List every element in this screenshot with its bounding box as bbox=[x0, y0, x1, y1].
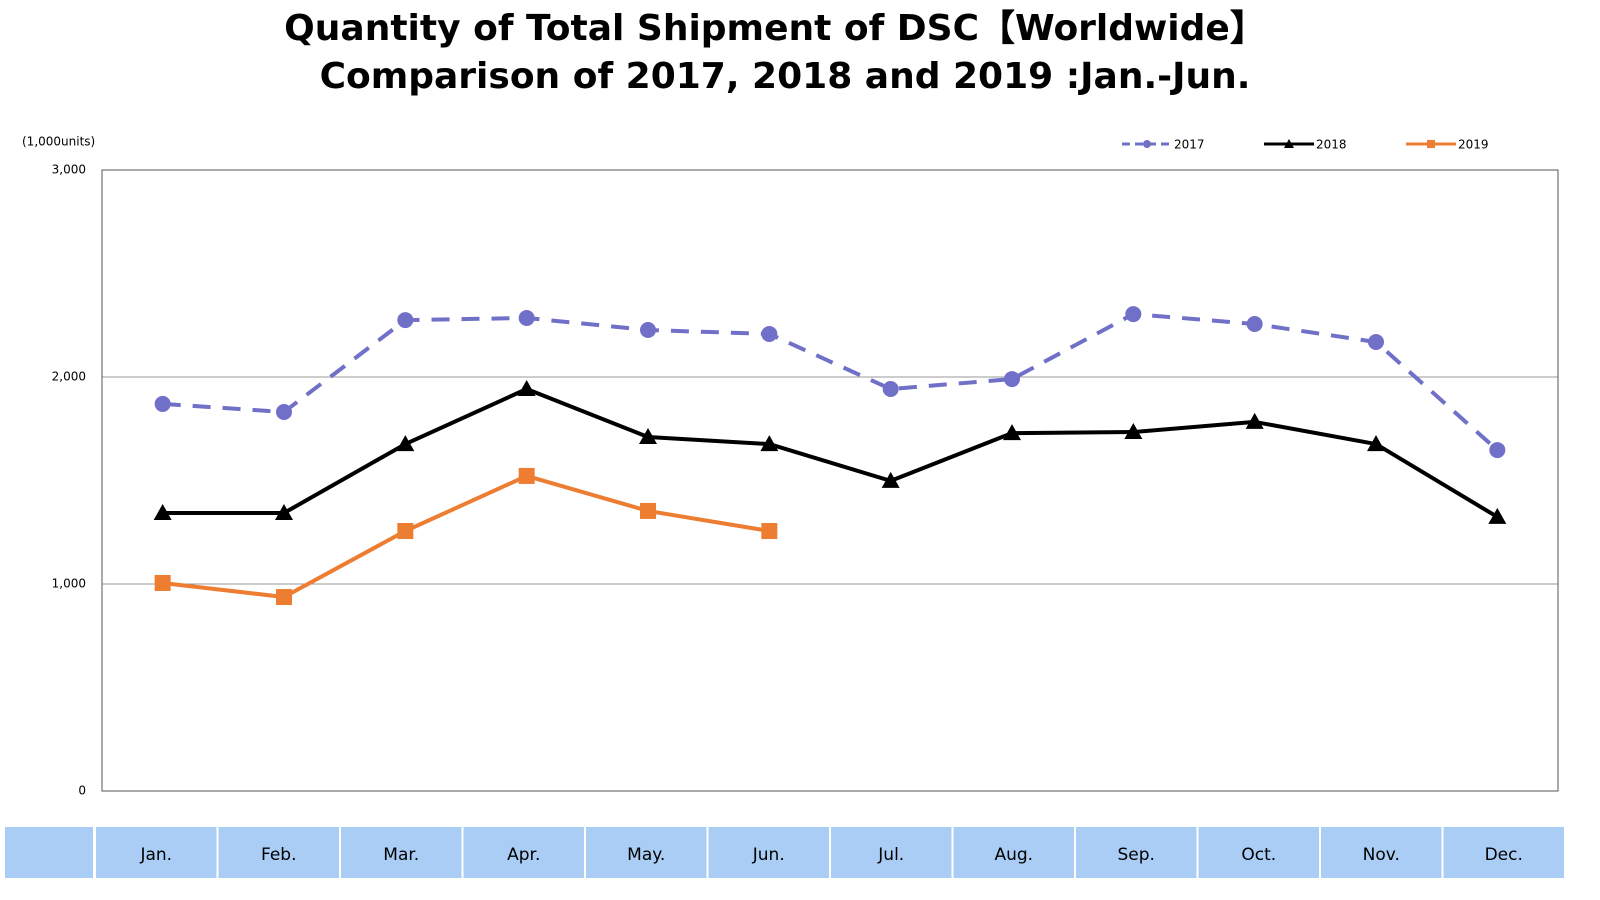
table-cell bbox=[1198, 827, 1319, 878]
data-point bbox=[760, 435, 779, 452]
data-point bbox=[518, 310, 535, 327]
data-point bbox=[1125, 306, 1142, 323]
series-line bbox=[162, 387, 1499, 519]
legend-marker bbox=[1143, 140, 1151, 148]
plot-frame bbox=[101, 169, 1559, 792]
y-tick-label: 2,000 bbox=[52, 370, 86, 384]
table-cell bbox=[341, 827, 462, 878]
table-cell bbox=[953, 827, 1074, 878]
chart-subtitle: Comparison of 2017, 2018 and 2019 :Jan.-… bbox=[320, 56, 1251, 97]
x-tick-label: Oct. bbox=[1241, 845, 1276, 865]
y-axis-label: (1,000units) bbox=[22, 135, 95, 149]
data-point bbox=[153, 503, 172, 520]
data-point bbox=[397, 523, 414, 540]
y-tick-label: 0 bbox=[78, 784, 86, 798]
data-point bbox=[154, 574, 171, 591]
legend-label: 2019 bbox=[1458, 138, 1489, 152]
legend-label: 2017 bbox=[1174, 138, 1205, 152]
data-point bbox=[640, 322, 656, 339]
table-cell bbox=[463, 827, 584, 878]
table-cell bbox=[1076, 827, 1197, 878]
data-point bbox=[1003, 424, 1021, 441]
data-point bbox=[1124, 423, 1143, 440]
x-tick-label: Mar. bbox=[383, 845, 419, 865]
data-point bbox=[276, 589, 292, 606]
data-point bbox=[1368, 334, 1384, 351]
data-point bbox=[639, 428, 657, 445]
table-cell bbox=[831, 827, 952, 878]
legend-marker bbox=[1427, 140, 1435, 148]
table-cell bbox=[708, 827, 829, 878]
table-blank-cell bbox=[5, 827, 93, 878]
data-point bbox=[275, 503, 293, 520]
table-cell bbox=[586, 827, 707, 878]
table-cell bbox=[1443, 827, 1564, 878]
table-cell bbox=[1321, 827, 1442, 878]
table-cell bbox=[96, 827, 217, 878]
data-point bbox=[1246, 316, 1263, 333]
data-point bbox=[276, 403, 292, 420]
legend-marker bbox=[1284, 139, 1294, 148]
legend-label: 2018 bbox=[1316, 138, 1347, 152]
data-point bbox=[396, 435, 415, 452]
x-tick-label: Dec. bbox=[1485, 845, 1523, 865]
x-tick-label: May. bbox=[627, 845, 665, 865]
x-tick-label: Jul. bbox=[877, 845, 904, 865]
table-cell bbox=[218, 827, 339, 878]
data-point bbox=[517, 380, 536, 397]
data-point bbox=[1488, 507, 1507, 524]
x-tick-label: Jun. bbox=[752, 845, 785, 865]
series-line bbox=[162, 473, 770, 600]
data-point bbox=[518, 467, 535, 484]
x-tick-label: Feb. bbox=[261, 845, 297, 865]
x-tick-label: Jan. bbox=[139, 845, 172, 865]
y-tick-label: 3,000 bbox=[52, 163, 86, 177]
x-tick-label: Nov. bbox=[1363, 845, 1400, 865]
data-point bbox=[640, 502, 656, 519]
series-line bbox=[162, 312, 1499, 452]
data-point bbox=[761, 325, 778, 342]
data-point bbox=[397, 312, 414, 329]
chart-title: Quantity of Total Shipment of DSC【Worldw… bbox=[284, 8, 1266, 49]
data-point bbox=[881, 471, 900, 488]
data-point bbox=[1367, 435, 1385, 452]
x-tick-label: Apr. bbox=[507, 845, 540, 865]
data-point bbox=[761, 523, 778, 540]
data-point bbox=[1489, 442, 1506, 459]
x-tick-label: Aug. bbox=[994, 845, 1033, 865]
y-tick-label: 1,000 bbox=[52, 577, 86, 591]
data-point bbox=[154, 395, 171, 412]
data-point bbox=[1004, 371, 1020, 388]
x-tick-label: Sep. bbox=[1118, 845, 1155, 865]
data-point bbox=[882, 381, 899, 398]
data-point bbox=[1245, 412, 1264, 429]
